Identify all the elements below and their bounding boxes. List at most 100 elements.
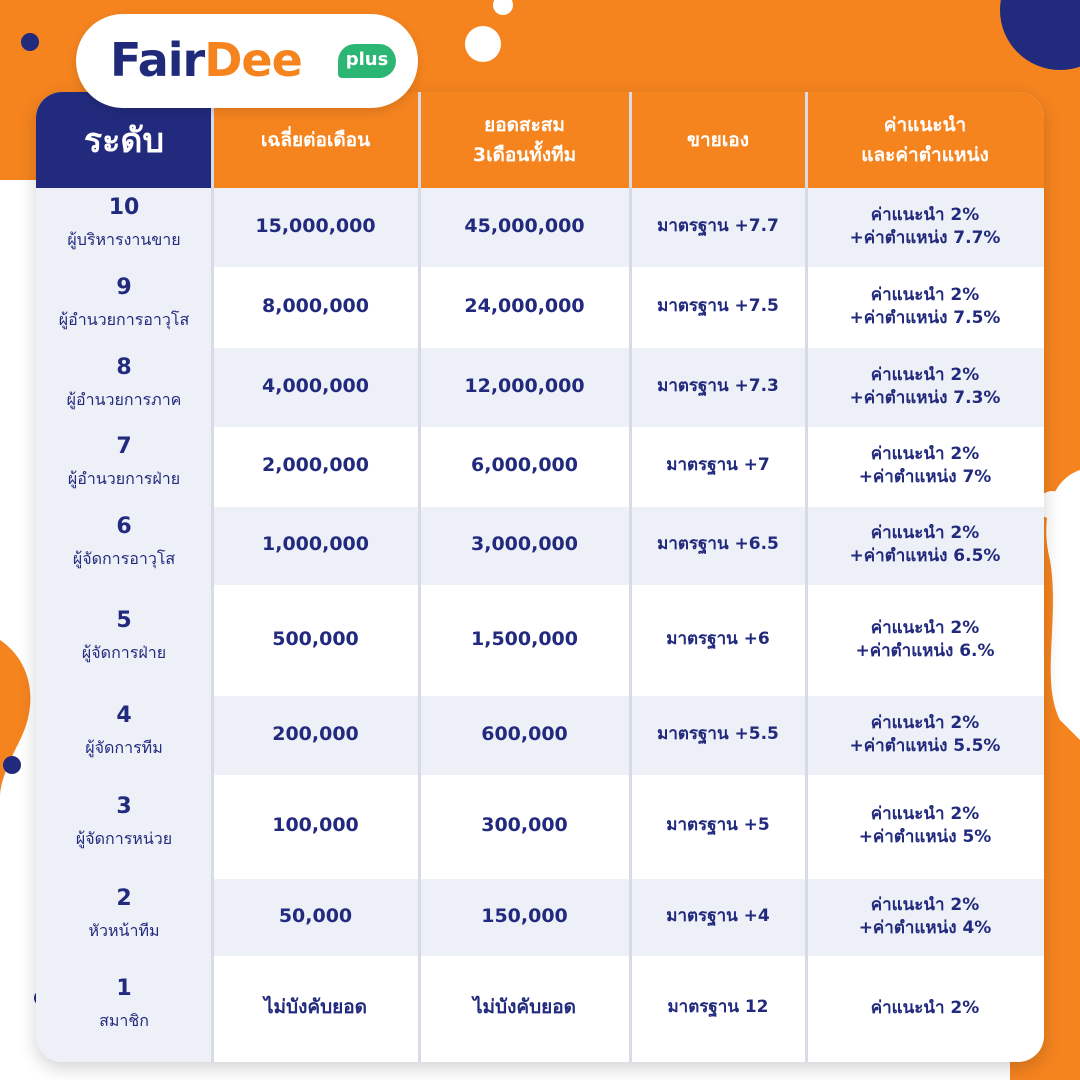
- level-cell: 1 สมาชิก: [36, 956, 212, 1062]
- row-values: 50,000 150,000 มาตรฐาน +4 ค่าแนะนำ 2% +ค่าตำ…: [212, 879, 1044, 956]
- header-monthly: เฉลี่ยต่อเดือน: [212, 92, 419, 188]
- row-values: 500,000 1,500,000 มาตรฐาน +6 ค่าแนะนำ 2% +ค่…: [212, 585, 1044, 696]
- position-fee: +ค่าตำแหน่ง 4%: [858, 917, 992, 938]
- position-fee: +ค่าตำแหน่ง 7.3%: [849, 387, 1001, 408]
- level-number: 9: [116, 274, 132, 300]
- row-values: 200,000 600,000 มาตรฐาน +5.5 ค่าแนะนำ 2% +ค่…: [212, 696, 1044, 775]
- level-cell: 4 ผู้จัดการทีม: [36, 696, 212, 775]
- self-sale-cell: มาตรฐาน +7: [666, 455, 770, 475]
- level-number: 6: [116, 514, 132, 539]
- position-fee: +ค่าตำแหน่ง 5.5%: [849, 735, 1001, 756]
- column-divider: [418, 92, 421, 1062]
- level-number: 7: [116, 434, 132, 459]
- brand-name-part2: Dee: [204, 33, 303, 87]
- monthly-target-cell: 50,000: [278, 904, 353, 927]
- level-info: 10 ผู้บริหารงานขาย: [36, 194, 212, 252]
- brand-plus-badge: plus: [338, 44, 396, 78]
- level-title: ผู้จัดการทีม: [85, 738, 163, 757]
- level-cell: 7 ผู้อำนวยการฝ่าย: [36, 427, 212, 507]
- row-values: 2,000,000 6,000,000 มาตรฐาน +7 ค่าแนะนำ 2% +…: [212, 427, 1044, 507]
- level-cell: 8 ผู้อำนวยการภาค: [36, 348, 212, 427]
- column-divider: [211, 92, 214, 1062]
- monthly-target-cell: 500,000: [272, 627, 359, 650]
- commission-cell: ค่าแนะนำ 2% +ค่าตำแหน่ง 6.5%: [806, 522, 1044, 568]
- position-fee: +ค่าตำแหน่ง 6.%: [855, 640, 995, 661]
- level-title: ผู้อำนวยการอาวุโส: [58, 309, 190, 329]
- team-total-cell: 1,500,000: [471, 627, 578, 650]
- team-total-cell: 12,000,000: [464, 374, 585, 397]
- level-number: 3: [116, 794, 132, 819]
- level-info: 1 สมาชิก: [36, 975, 212, 1033]
- team-total-cell: 3,000,000: [471, 533, 578, 555]
- level-title: หัวหน้าทีม: [88, 921, 160, 940]
- header-self-sale: ขายเอง: [630, 92, 806, 188]
- header-level: ระดับ: [36, 92, 212, 188]
- commission-cell: ค่าแนะนำ 2% +ค่าตำแหน่ง 7.7%: [806, 204, 1044, 250]
- level-number: 5: [116, 607, 132, 633]
- commission-cell: ค่าแนะนำ 2%: [806, 997, 1044, 1020]
- referral-fee: ค่าแนะนำ 2%: [870, 523, 980, 543]
- level-info: 7 ผู้อำนวยการฝ่าย: [36, 433, 212, 491]
- commission-cell: ค่าแนะนำ 2% +ค่าตำแหน่ง 5.5%: [806, 712, 1044, 758]
- table-header: ระดับ เฉลี่ยต่อเดือน ยอดสะสม 3เดือนทั้งท…: [36, 92, 1044, 188]
- table-row: 9 ผู้อำนวยการอาวุโส 8,000,000 24,000,000 มาต…: [36, 267, 1044, 348]
- table-row: 2 หัวหน้าทีม 50,000 150,000 มาตรฐาน +4 ค่าแนะ…: [36, 879, 1044, 956]
- level-info: 5 ผู้จัดการฝ่าย: [36, 607, 212, 665]
- monthly-target-cell: 15,000,000: [255, 214, 376, 237]
- commission-cell: ค่าแนะนำ 2% +ค่าตำแหน่ง 7.5%: [806, 284, 1044, 330]
- level-number: 2: [116, 886, 132, 911]
- level-title: ผู้บริหารงานขาย: [67, 230, 181, 249]
- column-divider: [805, 92, 808, 1062]
- level-title: ผู้จัดการหน่วย: [75, 829, 173, 848]
- position-fee: +ค่าตำแหน่ง 7%: [858, 467, 992, 487]
- level-info: 6 ผู้จัดการอาวุโส: [36, 513, 212, 571]
- level-title: ผู้จัดการฝ่าย: [81, 642, 167, 662]
- referral-fee: ค่าแนะนำ 2%: [870, 444, 980, 464]
- row-values: ไม่บังคับยอด ไม่บังคับยอด มาตรฐาน 12 ค่าแนะ…: [212, 956, 1044, 1062]
- monthly-target-cell: 100,000: [272, 814, 359, 836]
- referral-fee: ค่าแนะนำ 2%: [870, 998, 980, 1018]
- level-info: 9 ผู้อำนวยการอาวุโส: [36, 274, 212, 332]
- header-commission: ค่าแนะนำ และค่าตำแหน่ง: [806, 92, 1044, 188]
- level-cell: 9 ผู้อำนวยการอาวุโส: [36, 267, 212, 348]
- level-number: 8: [116, 355, 132, 380]
- level-number: 4: [116, 703, 132, 728]
- team-total-cell: 24,000,000: [464, 294, 585, 317]
- referral-fee: ค่าแนะนำ 2%: [870, 617, 980, 638]
- level-title: ผู้อำนวยการฝ่าย: [67, 469, 181, 488]
- referral-fee: ค่าแนะนำ 2%: [870, 284, 980, 305]
- monthly-target-cell: 4,000,000: [262, 374, 369, 397]
- level-title: สมาชิก: [99, 1011, 149, 1030]
- level-title: ผู้จัดการอาวุโส: [72, 549, 176, 568]
- header-commission-line1: ค่าแนะนำ: [883, 114, 967, 136]
- referral-fee: ค่าแนะนำ 2%: [870, 804, 980, 824]
- monthly-target-cell: 2,000,000: [262, 454, 369, 476]
- level-number: 10: [108, 195, 140, 220]
- self-sale-cell: มาตรฐาน +5.5: [657, 723, 779, 744]
- level-info: 2 หัวหน้าทีม: [36, 885, 212, 943]
- header-self-label: ขายเอง: [687, 129, 749, 151]
- team-total-cell: 300,000: [481, 814, 568, 836]
- column-divider: [629, 92, 632, 1062]
- self-sale-cell: มาตรฐาน +6: [666, 628, 770, 649]
- table-row: 7 ผู้อำนวยการฝ่าย 2,000,000 6,000,000 มาตรฐา…: [36, 427, 1044, 507]
- brand-name-part1: Fair: [110, 33, 205, 87]
- level-info: 3 ผู้จัดการหน่วย: [36, 793, 212, 851]
- self-sale-cell: มาตรฐาน +4: [666, 905, 770, 926]
- team-total-cell: 45,000,000: [464, 214, 585, 237]
- table-row: 3 ผู้จัดการหน่วย 100,000 300,000 มาตรฐาน +5 ค…: [36, 775, 1044, 879]
- table-row: 10 ผู้บริหารงานขาย 15,000,000 45,000,000 มาต…: [36, 188, 1044, 267]
- team-total-cell: 600,000: [481, 722, 568, 745]
- commission-cell: ค่าแนะนำ 2% +ค่าตำแหน่ง 7.3%: [806, 364, 1044, 410]
- row-values: 15,000,000 45,000,000 มาตรฐาน +7.7 ค่าแนะนำ…: [212, 188, 1044, 267]
- level-info: 8 ผู้อำนวยการภาค: [36, 354, 212, 412]
- row-values: 1,000,000 3,000,000 มาตรฐาน +6.5 ค่าแนะนำ 2…: [212, 507, 1044, 585]
- monthly-target-cell: 8,000,000: [262, 294, 369, 317]
- header-monthly-label: เฉลี่ยต่อเดือน: [260, 129, 371, 151]
- self-sale-cell: มาตรฐาน +6.5: [657, 534, 779, 554]
- commission-cell: ค่าแนะนำ 2% +ค่าตำแหน่ง 7%: [806, 443, 1044, 489]
- table-row: 1 สมาชิก ไม่บังคับยอด ไม่บังคับยอด มาตรฐาน 1…: [36, 956, 1044, 1062]
- level-cell: 2 หัวหน้าทีม: [36, 879, 212, 956]
- level-cell: 3 ผู้จัดการหน่วย: [36, 775, 212, 879]
- position-fee: +ค่าตำแหน่ง 7.7%: [849, 227, 1001, 248]
